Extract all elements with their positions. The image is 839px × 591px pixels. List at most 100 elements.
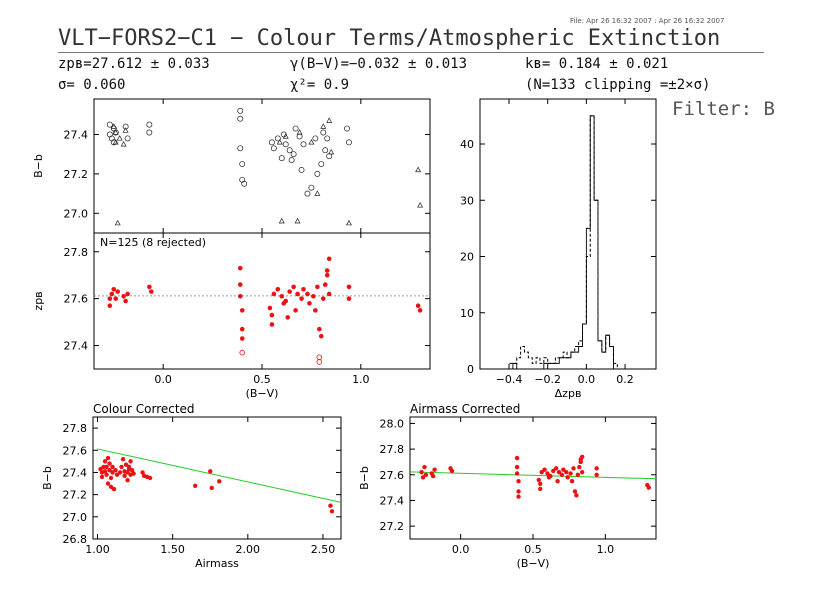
- raw-point-triangle: [345, 219, 352, 226]
- zp-point: [149, 289, 154, 294]
- airmass-corrected-point: [545, 471, 550, 476]
- colour-corrected-point: [101, 464, 106, 470]
- zp-point: [147, 284, 152, 290]
- raw-point-circle: [346, 139, 352, 146]
- zp-point: [324, 272, 330, 278]
- airmass-corrected-point: [578, 459, 583, 465]
- raw-y-tick-label: 27.0: [64, 207, 89, 220]
- colour-corrected-point: [125, 470, 130, 475]
- colour-corrected-point: [108, 484, 114, 490]
- colour-corrected-y-tick-label: 27.0: [63, 511, 88, 524]
- raw-point-circle: [270, 145, 277, 152]
- zp-point: [417, 308, 423, 313]
- raw-point-triangle: [415, 166, 422, 173]
- colour-corrected-point: [128, 459, 133, 464]
- colour-corrected-y-tick-label: 27.4: [63, 466, 88, 479]
- raw-point-circle: [308, 184, 315, 191]
- airmass-corrected-x-tick-label: 1.0: [597, 543, 615, 556]
- title-underline: [58, 52, 764, 53]
- zp-point: [326, 256, 332, 262]
- zp-point: [291, 284, 296, 290]
- hist-x-tick-label: 0.0: [578, 373, 596, 386]
- zp-point: [109, 291, 115, 297]
- colour-corrected-point: [209, 485, 214, 491]
- airmass-corrected-point: [572, 489, 578, 494]
- raw-point-triangle: [122, 127, 129, 133]
- raw-point-triangle: [110, 123, 117, 129]
- airmass-corrected-point: [594, 472, 599, 477]
- raw-y-tick-label: 27.2: [64, 168, 89, 181]
- airmass-corrected-point: [594, 466, 599, 471]
- colour-corrected-y-tick-label: 26.8: [63, 533, 88, 546]
- colour-corrected-point: [193, 483, 198, 488]
- raw-point-circle: [314, 170, 321, 177]
- airmass-corrected-point: [449, 468, 455, 474]
- zp-y-tick-label: 27.6: [64, 293, 89, 306]
- zp-point: [123, 298, 128, 304]
- raw-point-triangle: [278, 217, 285, 224]
- zp-point: [305, 291, 310, 297]
- zp-point: [279, 294, 285, 299]
- airmass-corrected-point: [542, 467, 547, 472]
- zp-point: [285, 315, 290, 320]
- airmass-corrected-point: [553, 466, 559, 471]
- zp-y-axis-label: zpʙ: [32, 291, 45, 310]
- airmass-corrected-point: [514, 455, 520, 461]
- airmass-corrected-title: Airmass Corrected: [410, 402, 520, 416]
- raw-point-circle: [304, 190, 311, 197]
- zp-point: [239, 336, 245, 341]
- airmass-corrected-point: [646, 485, 651, 490]
- airmass-corrected-point: [539, 470, 544, 475]
- colour-corrected-point: [131, 471, 136, 476]
- airmass-corrected-y-tick-label: 27.2: [380, 520, 405, 533]
- colour-corrected-fit-line: [97, 448, 342, 503]
- zp-point: [313, 308, 318, 313]
- sigma-value: σ= 0.060: [58, 77, 126, 93]
- zp-rejected-point: [316, 359, 323, 365]
- colour-corrected-point: [119, 464, 124, 470]
- zp-point: [121, 294, 126, 299]
- colour-corrected-point: [102, 469, 108, 474]
- hist-panel-frame: [479, 98, 657, 370]
- zp-point: [293, 308, 298, 313]
- raw-point-circle: [320, 129, 327, 136]
- raw-point-circle: [292, 125, 299, 132]
- colour-corrected-title: Colour Corrected: [93, 402, 195, 416]
- colour-corrected-point: [123, 462, 129, 467]
- raw-point-circle: [274, 135, 281, 142]
- hist-dashed-series: [480, 115, 656, 370]
- airmass-corrected-point: [420, 475, 426, 480]
- raw-point-circle: [324, 135, 331, 142]
- colour-corrected-point: [126, 464, 132, 470]
- raw-y-axis-label: B−b: [32, 154, 45, 178]
- zp-point: [283, 298, 289, 304]
- raw-point-circle: [312, 135, 319, 142]
- raw-point-triangle: [116, 135, 123, 141]
- zp-point: [326, 291, 332, 297]
- raw-point-triangle: [112, 129, 119, 135]
- zp-point: [318, 333, 324, 339]
- zp-point: [346, 284, 352, 290]
- zp-point: [275, 286, 281, 292]
- hist-y-tick-label: 30: [460, 194, 474, 207]
- hist-x-tick-label: 0.2: [616, 373, 634, 386]
- airmass-corrected-point: [538, 481, 543, 486]
- colour-corrected-point: [140, 470, 145, 475]
- gamma-value: γ(B−V)=−0.032 ± 0.013: [290, 56, 468, 72]
- colour-corrected-point: [129, 468, 135, 473]
- zp-point: [322, 282, 328, 287]
- zp-point: [271, 291, 277, 297]
- zp-point: [295, 291, 300, 297]
- airmass-corrected-y-tick-label: 28.0: [380, 417, 405, 430]
- raw-point-circle: [278, 155, 285, 162]
- colour-corrected-point: [107, 461, 112, 466]
- colour-corrected-point: [98, 466, 103, 472]
- raw-point-circle: [106, 121, 113, 128]
- airmass-corrected-point: [432, 467, 437, 472]
- colour-corrected-point: [99, 474, 105, 480]
- zp-rejected-point: [316, 354, 323, 361]
- airmass-corrected-x-tick-label: 0.0: [452, 543, 470, 556]
- airmass-corrected-point: [575, 472, 581, 477]
- colour-corrected-y-tick-label: 27.2: [63, 489, 88, 502]
